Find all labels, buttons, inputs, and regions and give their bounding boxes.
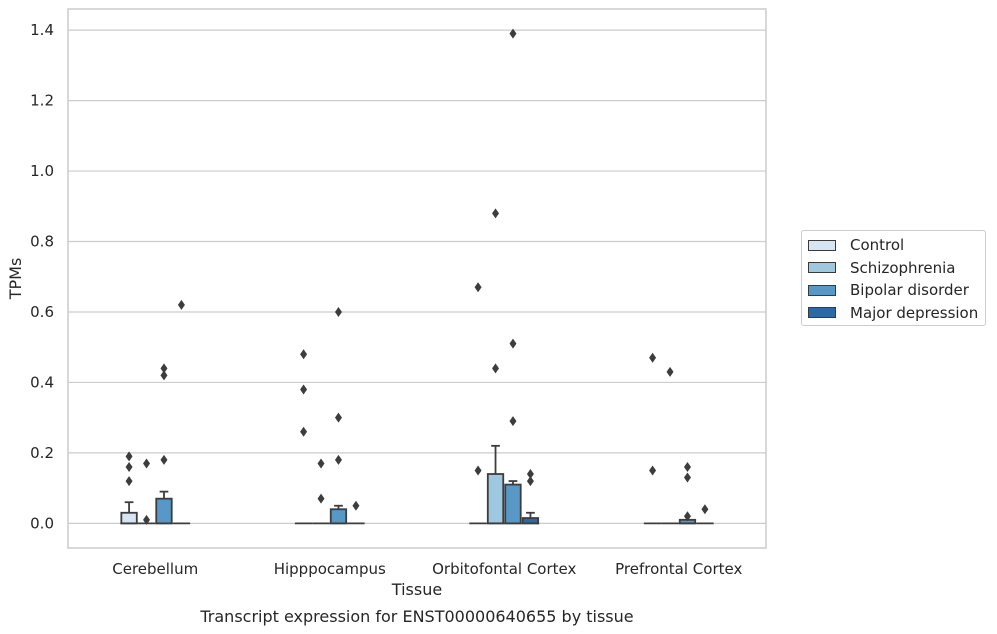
outlier-point [317,458,325,469]
y-tick-label: 0.2 [30,444,54,462]
outlier-point [492,363,500,374]
outlier-point [125,451,133,462]
outlier-point [177,299,185,310]
box [504,483,522,525]
box [329,508,348,525]
outlier-point [125,461,133,472]
x-tick-label: Prefrontal Cortex [615,560,742,578]
outlier-point [701,504,709,515]
box [120,511,138,525]
legend-label: Schizophrenia [850,258,956,277]
legend-item: Schizophrenia [808,257,955,279]
outlier-point [300,349,308,360]
outlier-point [666,366,674,377]
outlier-point [474,465,482,476]
outlier-point [334,454,342,465]
outlier-point [300,384,308,395]
outlier-point [649,352,657,363]
outlier-point [300,426,308,437]
legend-swatch [808,239,836,251]
y-tick-label: 0.4 [30,373,54,391]
y-tick-label: 0.8 [30,233,54,251]
legend: Control Schizophrenia Bipolar disorder Majo… [801,230,986,326]
y-tick-label: 0.6 [30,303,54,321]
outlier-point [683,461,691,472]
outlier-point [125,476,133,487]
outlier-point [160,363,168,374]
y-tick-label: 1.2 [30,92,54,110]
x-tick-label: Orbitofontal Cortex [432,560,576,578]
plot-frame [67,8,767,549]
outlier-point [474,282,482,293]
x-tick-label: Hipppocampus [274,560,386,578]
box [486,473,505,525]
outlier-point [509,28,517,39]
legend-item: Bipolar disorder [808,279,969,301]
outlier-point [352,500,360,511]
legend-swatch [808,307,836,318]
y-tick-label: 1.4 [30,21,54,39]
outlier-point [649,465,657,476]
outlier-point [683,472,691,483]
legend-item: Major depression [808,302,978,324]
y-tick-label: 1.0 [30,162,54,180]
legend-swatch [808,262,836,273]
y-tick-label: 0.0 [30,514,54,532]
legend-label: Bipolar disorder [850,281,969,299]
x-axis-label: Tissue [391,580,442,599]
outlier-point [160,454,168,465]
legend-label: Control [850,236,905,254]
outlier-point [160,370,168,381]
box [155,497,173,525]
outlier-point [143,458,151,469]
outlier-point [509,416,517,427]
outlier-point [143,514,151,525]
outlier-point [509,338,517,349]
y-axis-label: TPMs [6,258,25,301]
legend-item: Control [808,234,904,256]
outlier-point [526,469,534,480]
outlier-point [526,476,534,487]
legend-label: Major depression [850,303,979,322]
x-tick-label: Cerebellum [112,560,198,578]
chart-caption: Transcript expression for ENST0000064065… [199,607,633,626]
outlier-point [317,493,325,504]
outlier-point [334,412,342,423]
outlier-point [683,511,691,522]
outlier-point [334,306,342,317]
outlier-point [492,208,500,219]
legend-swatch [808,284,836,296]
